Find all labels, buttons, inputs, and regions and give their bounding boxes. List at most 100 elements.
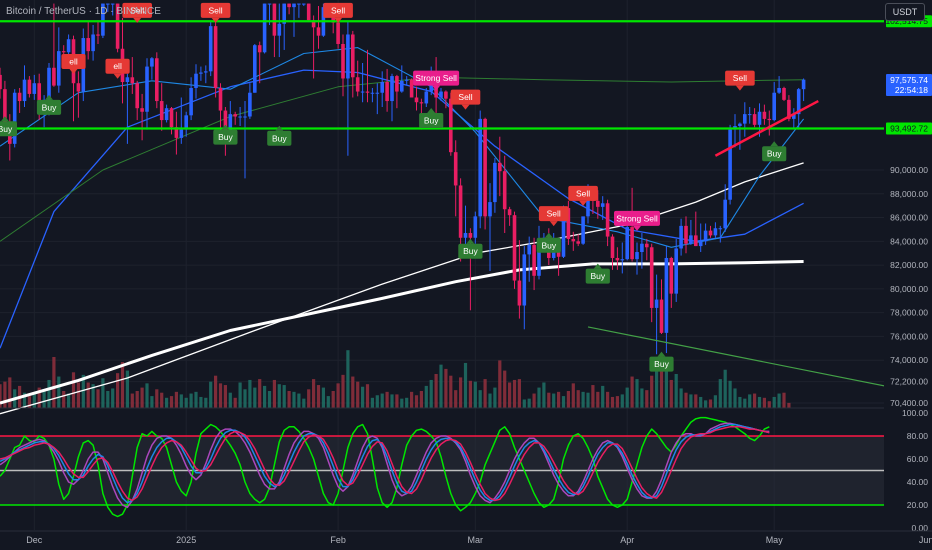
candle-body <box>645 243 649 248</box>
volume-bar <box>762 397 766 408</box>
sell-signal-badge: Sell <box>538 206 569 227</box>
candle <box>649 243 654 323</box>
candle-body <box>253 45 257 93</box>
price-tick-label: 76,000.00 <box>890 331 928 341</box>
candle <box>738 122 742 150</box>
candle <box>507 206 512 226</box>
volume-bar <box>459 377 463 408</box>
candle <box>801 78 806 102</box>
candle <box>708 225 713 238</box>
price-label-box <box>886 73 932 96</box>
candle-body <box>380 82 384 93</box>
badge-label: Strong Sell <box>616 213 658 223</box>
candle-body <box>453 152 458 186</box>
sell-signal-badge: Sell <box>200 2 231 23</box>
price-tick-label: 80,000.00 <box>890 284 928 294</box>
volume-bar <box>659 354 664 408</box>
candle <box>400 65 404 93</box>
price-axis: 90,000.00 88,000.00 86,000.00 84,000.00 82,0… <box>884 0 932 550</box>
sell-signal-badge: Sell <box>323 2 353 23</box>
candle <box>414 86 419 111</box>
volume-bar <box>640 388 644 408</box>
candle <box>115 3 120 53</box>
candle <box>336 17 340 49</box>
time-tick-label: Dec <box>26 535 43 545</box>
candle-body <box>336 22 340 44</box>
candle-body <box>419 102 424 104</box>
candle-body <box>777 87 781 93</box>
candle-body <box>483 118 487 217</box>
candle <box>174 111 179 155</box>
volume-bar <box>218 383 223 408</box>
badge-pointer <box>461 104 470 110</box>
candle-body <box>159 101 164 121</box>
candle <box>130 57 135 94</box>
candle <box>86 21 90 60</box>
badge-pointer <box>69 68 78 74</box>
volume-bar <box>321 387 325 408</box>
candle <box>375 83 380 115</box>
candle-body <box>194 73 198 88</box>
symbol-title: Bitcoin / TetherUS · 1D · BINANCE <box>6 6 161 17</box>
volume-bar <box>22 392 27 408</box>
candle <box>238 106 242 127</box>
candle-body <box>204 71 208 73</box>
volume-bar <box>130 393 134 408</box>
candle-body <box>101 3 105 36</box>
candle-body <box>0 74 2 90</box>
candle-body <box>488 202 492 217</box>
badge-box <box>36 99 62 115</box>
volume-bar <box>537 387 541 408</box>
price-tick-label: 88,000.00 <box>890 189 928 199</box>
time-tick-label: Jun <box>919 535 932 545</box>
candle-body <box>463 233 468 238</box>
candle <box>747 106 752 124</box>
volume-bar <box>346 350 350 408</box>
volume-bar <box>753 393 757 408</box>
volume-bar <box>160 392 164 408</box>
candle <box>571 231 576 251</box>
badge-pointer <box>770 141 779 147</box>
volume-bar <box>336 383 340 408</box>
candle <box>615 247 620 270</box>
candle-body <box>360 91 365 93</box>
badge-label: ell <box>113 61 122 71</box>
candle-body <box>571 238 576 242</box>
badge-pointer <box>549 221 558 227</box>
volume-bar <box>179 394 183 408</box>
badge-pointer <box>579 200 588 206</box>
candle <box>140 93 144 141</box>
candle <box>620 242 625 274</box>
candle-body <box>140 108 144 112</box>
volume-bar <box>444 368 448 408</box>
volume-bar <box>385 391 389 408</box>
candle-body <box>248 92 252 117</box>
candle-body <box>150 58 154 67</box>
candle-body <box>346 34 350 79</box>
volume-bar <box>772 396 776 408</box>
candle-body <box>355 77 360 92</box>
candle-body <box>22 79 27 102</box>
badge-pointer <box>334 17 343 23</box>
candle-body <box>561 208 566 257</box>
candle <box>351 30 355 98</box>
volume-bar <box>81 374 85 408</box>
volume-bar <box>508 382 512 408</box>
candle <box>213 19 218 98</box>
candle <box>110 3 115 16</box>
quote-currency-button[interactable]: USDT <box>885 3 925 21</box>
volume-bar <box>238 382 242 408</box>
candle <box>752 108 757 128</box>
candle-body <box>522 254 527 306</box>
candle-body <box>86 38 90 52</box>
volume-bar <box>615 396 619 408</box>
candle-body <box>110 3 115 5</box>
candle-body <box>179 129 184 138</box>
volume-bar <box>0 384 2 408</box>
candle-body <box>449 98 453 153</box>
candle-body <box>61 51 66 53</box>
candle-body <box>189 87 193 116</box>
badge-label: Buy <box>463 246 478 256</box>
volume-bar <box>498 360 502 408</box>
candle <box>189 77 193 121</box>
